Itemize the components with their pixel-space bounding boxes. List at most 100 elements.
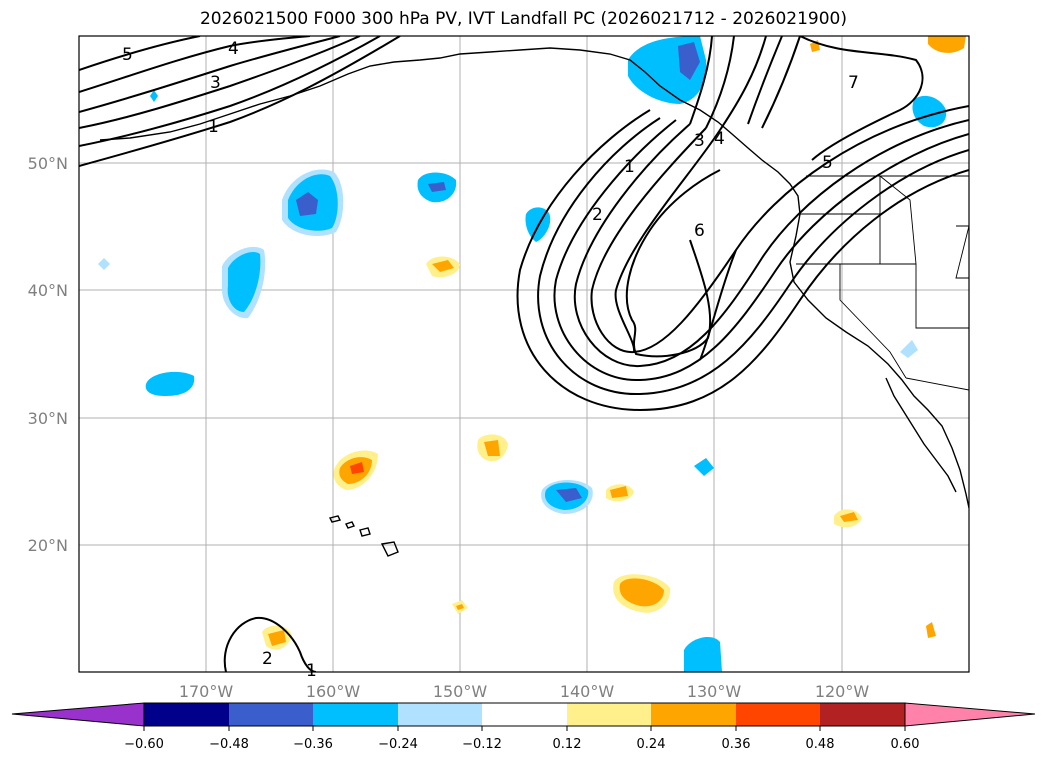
colorbar-tick-label: 0.24 [637,737,666,752]
colorbar-bin [313,703,398,726]
anomaly-patch-orange [619,578,664,607]
contour-label-2: 2 [262,649,273,669]
contour-label-4: 4 [714,129,725,149]
contour-line [79,36,311,93]
lon-label: 150°W [433,682,488,701]
border-ut [955,225,969,279]
contour-line [79,36,201,71]
hawaii-island [359,527,371,537]
colorbar-bin [398,703,482,726]
anomaly-patch-orange [926,622,936,638]
border-az [905,377,969,391]
contour-line [79,36,401,167]
anomaly-patch-orange [610,486,628,498]
contour-line [223,616,317,672]
hawaii-island [328,515,342,523]
lat-label: 50°N [28,154,68,173]
lon-label: 140°W [560,682,615,701]
hawaii-island [345,521,355,529]
colorbar-under-triangle [11,702,145,727]
contour-line [590,105,969,354]
pv-anomaly-fills [98,36,966,672]
height-contours [79,36,969,672]
contour-label-1: 1 [624,157,635,177]
colorbar-ticks [143,726,906,731]
coastline-baja [885,377,957,493]
anomaly-patch-blue [912,95,947,128]
contour-line [747,36,783,125]
contour-labels: 1 2 3 4 5 6 7 1 3 4 5 2 1 [122,39,859,681]
colorbar-bin [482,703,567,726]
anomaly-patch-orange [484,440,500,456]
colorbar-tick-label: −0.48 [209,737,249,752]
colorbar-tick-label: −0.36 [293,737,333,752]
contour-label-1: 1 [208,117,219,137]
contour-line [799,36,924,161]
lon-label: 120°W [815,682,870,701]
contour-line [573,119,969,368]
gridlines [79,36,969,672]
lon-label: 130°W [687,682,742,701]
colorbar-tick-label: 0.60 [891,737,920,752]
contour-line [761,36,801,129]
contour-line [614,36,767,353]
colorbar-tick-label: 0.48 [806,737,835,752]
map-title: 2026021500 F000 300 hPa PV, IVT Landfall… [199,9,847,29]
contour-label-3: 3 [210,73,221,93]
contour-line [79,36,341,113]
lat-label: 30°N [28,409,68,428]
colorbar-tick-label: −0.24 [378,737,418,752]
border-nv [879,214,969,329]
lon-label: 160°W [306,682,361,701]
contour-label-2: 2 [592,205,603,225]
state-borders [796,175,969,391]
contour-label-6: 6 [694,221,705,241]
anomaly-patch-blue [227,251,261,312]
contour-line [625,169,721,358]
anomaly-patch-blue [694,458,714,476]
lat-label: 20°N [28,536,68,555]
contour-label-1: 1 [306,661,317,681]
colorbar-bin [820,703,905,726]
anomaly-patch-dark-blue [428,182,446,192]
border-ca-nv [839,264,907,379]
anomaly-patch-red [350,462,364,474]
anomaly-patch-orange [928,36,966,53]
longitude-labels: 170°W 160°W 150°W 140°W 130°W 120°W [179,682,870,701]
colorbar-bin [651,703,736,726]
anomaly-patch-blue [900,340,918,358]
colorbar-bin [144,703,229,726]
border-id [879,175,917,265]
anomaly-patch-orange [456,604,464,610]
colorbar-tick-label: 0.12 [553,737,582,752]
latitude-labels: 50°N 40°N 30°N 20°N [28,154,68,555]
contour-label-5: 5 [122,45,133,65]
contour-line [537,117,969,396]
anomaly-patch-blue [150,90,158,102]
map-background [79,36,969,672]
lat-label: 40°N [28,281,68,300]
lon-label: 170°W [179,682,234,701]
colorbar: −0.60 −0.48 −0.36 −0.24 −0.12 0.12 0.24 … [11,702,1036,752]
anomaly-patch-light-blue [98,258,110,270]
colorbar-tick-label: −0.12 [462,737,502,752]
contour-line [705,36,735,129]
anomaly-patch-dark-blue [296,192,318,216]
contour-line [699,249,737,361]
contour-line [689,36,713,125]
anomaly-patch-blue [145,371,195,396]
contour-line [79,36,381,147]
coastline-alaska [99,47,969,509]
contour-label-7: 7 [848,73,859,93]
anomaly-patch-orange [268,630,286,646]
anomaly-patch-orange [840,512,858,522]
anomaly-patch-orange [432,260,454,272]
contour-line [516,109,969,412]
hawaii-island [380,541,399,557]
contour-line [553,119,969,382]
contour-label-5: 5 [822,153,833,173]
anomaly-patch-dark-blue [556,488,582,502]
coastlines [99,47,969,557]
anomaly-patch-dark-blue [678,42,700,80]
